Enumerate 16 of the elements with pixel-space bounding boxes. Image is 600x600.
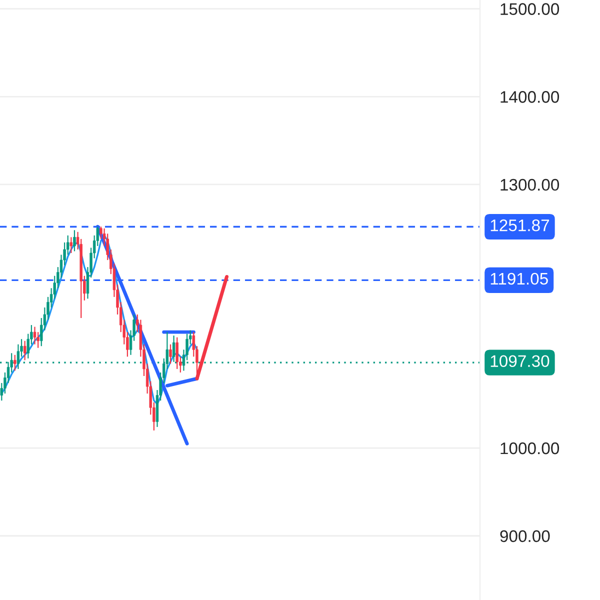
candlestick [23, 340, 26, 361]
y-tick-label: 1400.00 [500, 91, 560, 103]
line-series [0, 234, 198, 405]
candlestick [70, 236, 73, 254]
ref-line-label: 1097.30 [490, 355, 550, 368]
candlestick [33, 326, 36, 345]
y-tick-label: 1300.00 [500, 178, 560, 191]
ref-line-label: 1251.87 [490, 219, 550, 232]
candlestick [176, 336, 178, 370]
candlestick [169, 344, 172, 364]
ref-line-label: 1191.05 [490, 272, 548, 285]
y-tick-label: 900.00 [500, 530, 550, 542]
candlestick [14, 354, 16, 372]
y-tick-label: 1000.00 [500, 442, 560, 454]
y-tick-label: 1500.00 [500, 3, 560, 15]
candlestick [73, 230, 76, 252]
